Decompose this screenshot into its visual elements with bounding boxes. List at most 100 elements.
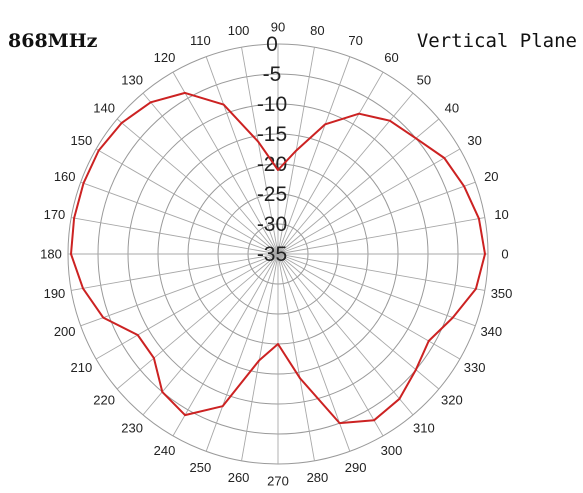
angle-tick-label: 210	[71, 360, 93, 375]
grid-spoke	[277, 181, 476, 255]
angle-tick-label: 30	[467, 133, 481, 148]
grid-spoke	[205, 253, 279, 452]
grid-spoke	[277, 71, 384, 255]
data-point	[82, 287, 84, 290]
grid-spoke	[241, 253, 279, 461]
grid-spoke	[80, 253, 279, 327]
grid-spoke	[277, 253, 384, 437]
angle-tick-label: 50	[417, 73, 431, 88]
data-point	[373, 419, 375, 422]
angle-tick-label: 130	[121, 73, 143, 88]
radial-tick-label: -10	[257, 93, 287, 116]
data-point	[136, 334, 139, 336]
grid-spoke	[80, 181, 279, 255]
grid-spoke	[142, 253, 279, 416]
angle-tick-label: 170	[44, 207, 66, 222]
angle-tick-label: 320	[441, 392, 463, 407]
grid	[67, 43, 489, 465]
data-point	[443, 157, 446, 159]
data-point	[451, 316, 454, 319]
angle-tick-label: 70	[348, 33, 362, 48]
angle-tick-label: 230	[121, 420, 143, 435]
data-point	[427, 340, 430, 342]
data-point	[102, 316, 105, 319]
data-point	[257, 140, 260, 143]
data-point	[298, 377, 301, 379]
angle-tick-label: 250	[190, 460, 212, 475]
data-point	[184, 92, 186, 94]
data-point	[324, 123, 327, 126]
grid-spoke	[172, 253, 279, 437]
data-point	[358, 112, 360, 115]
grid-spoke	[277, 253, 351, 452]
data-point	[222, 103, 225, 106]
angle-tick-label: 200	[54, 324, 76, 339]
radial-tick-label: -30	[257, 213, 287, 236]
data-point	[475, 288, 477, 290]
radial-labels: 0 -5 -10 -15 -20 -25 -30 -35	[257, 33, 287, 266]
grid-spoke	[277, 217, 485, 255]
angle-tick-label: 300	[381, 443, 403, 458]
angle-tick-label: 350	[491, 286, 513, 301]
data-point	[484, 253, 486, 255]
series-layer	[70, 91, 486, 425]
grid-spoke	[277, 56, 351, 255]
angle-tick-label: 180	[40, 247, 62, 262]
angle-tick-label: 270	[267, 474, 289, 489]
angle-labels: 0 10 20 30 40 50 60 70 80 90 100 110 120 130 140 150 160…	[40, 20, 512, 489]
data-point	[73, 217, 76, 219]
angle-tick-label: 40	[445, 101, 459, 116]
plane-label: Vertical Plane	[416, 30, 577, 52]
data-point	[82, 182, 85, 185]
angle-tick-label: 100	[228, 23, 250, 38]
data-point	[388, 119, 391, 122]
data-point	[277, 343, 279, 345]
angle-tick-label: 290	[345, 460, 367, 475]
grid-spoke	[116, 253, 279, 390]
grid-spoke	[71, 217, 279, 255]
grid-spoke	[277, 253, 440, 390]
data-point	[338, 422, 341, 425]
angle-tick-label: 220	[93, 392, 115, 407]
data-point	[463, 185, 465, 188]
angle-tick-label: 340	[480, 324, 502, 339]
radial-tick-label: -25	[257, 183, 287, 206]
angle-tick-label: 150	[71, 133, 93, 148]
grid-spoke	[205, 56, 279, 255]
grid-spoke	[95, 253, 279, 360]
data-point	[184, 414, 186, 416]
data-point	[161, 390, 164, 393]
grid-spoke	[277, 253, 414, 416]
angle-tick-label: 10	[494, 207, 508, 222]
grid-spoke	[277, 148, 461, 255]
grid-spoke	[142, 92, 279, 255]
data-point	[70, 253, 72, 255]
grid-spoke	[116, 118, 279, 255]
grid-spoke	[241, 47, 279, 255]
angle-tick-label: 60	[384, 50, 398, 65]
angle-tick-label: 240	[154, 443, 176, 458]
grid-spoke	[277, 253, 485, 291]
data-point	[149, 101, 152, 104]
grid-spoke	[71, 253, 279, 291]
data-point	[120, 121, 123, 124]
radial-tick-label: -15	[257, 123, 287, 146]
angle-tick-label: 260	[228, 470, 250, 485]
grid-spoke	[277, 253, 476, 327]
data-point	[221, 405, 224, 408]
angle-tick-label: 120	[154, 50, 176, 65]
data-point	[295, 149, 298, 152]
angle-tick-label: 160	[54, 169, 76, 184]
data-point	[414, 368, 417, 371]
data-point	[277, 169, 279, 171]
angle-tick-label: 330	[464, 360, 486, 375]
angle-tick-label: 90	[271, 20, 285, 35]
angle-tick-label: 310	[413, 420, 435, 435]
grid-spoke	[172, 71, 279, 255]
angle-tick-label: 20	[484, 169, 498, 184]
radial-tick-label: 0	[266, 33, 278, 56]
grid-spoke	[95, 148, 279, 255]
frequency-label: 868MHz	[8, 30, 98, 52]
